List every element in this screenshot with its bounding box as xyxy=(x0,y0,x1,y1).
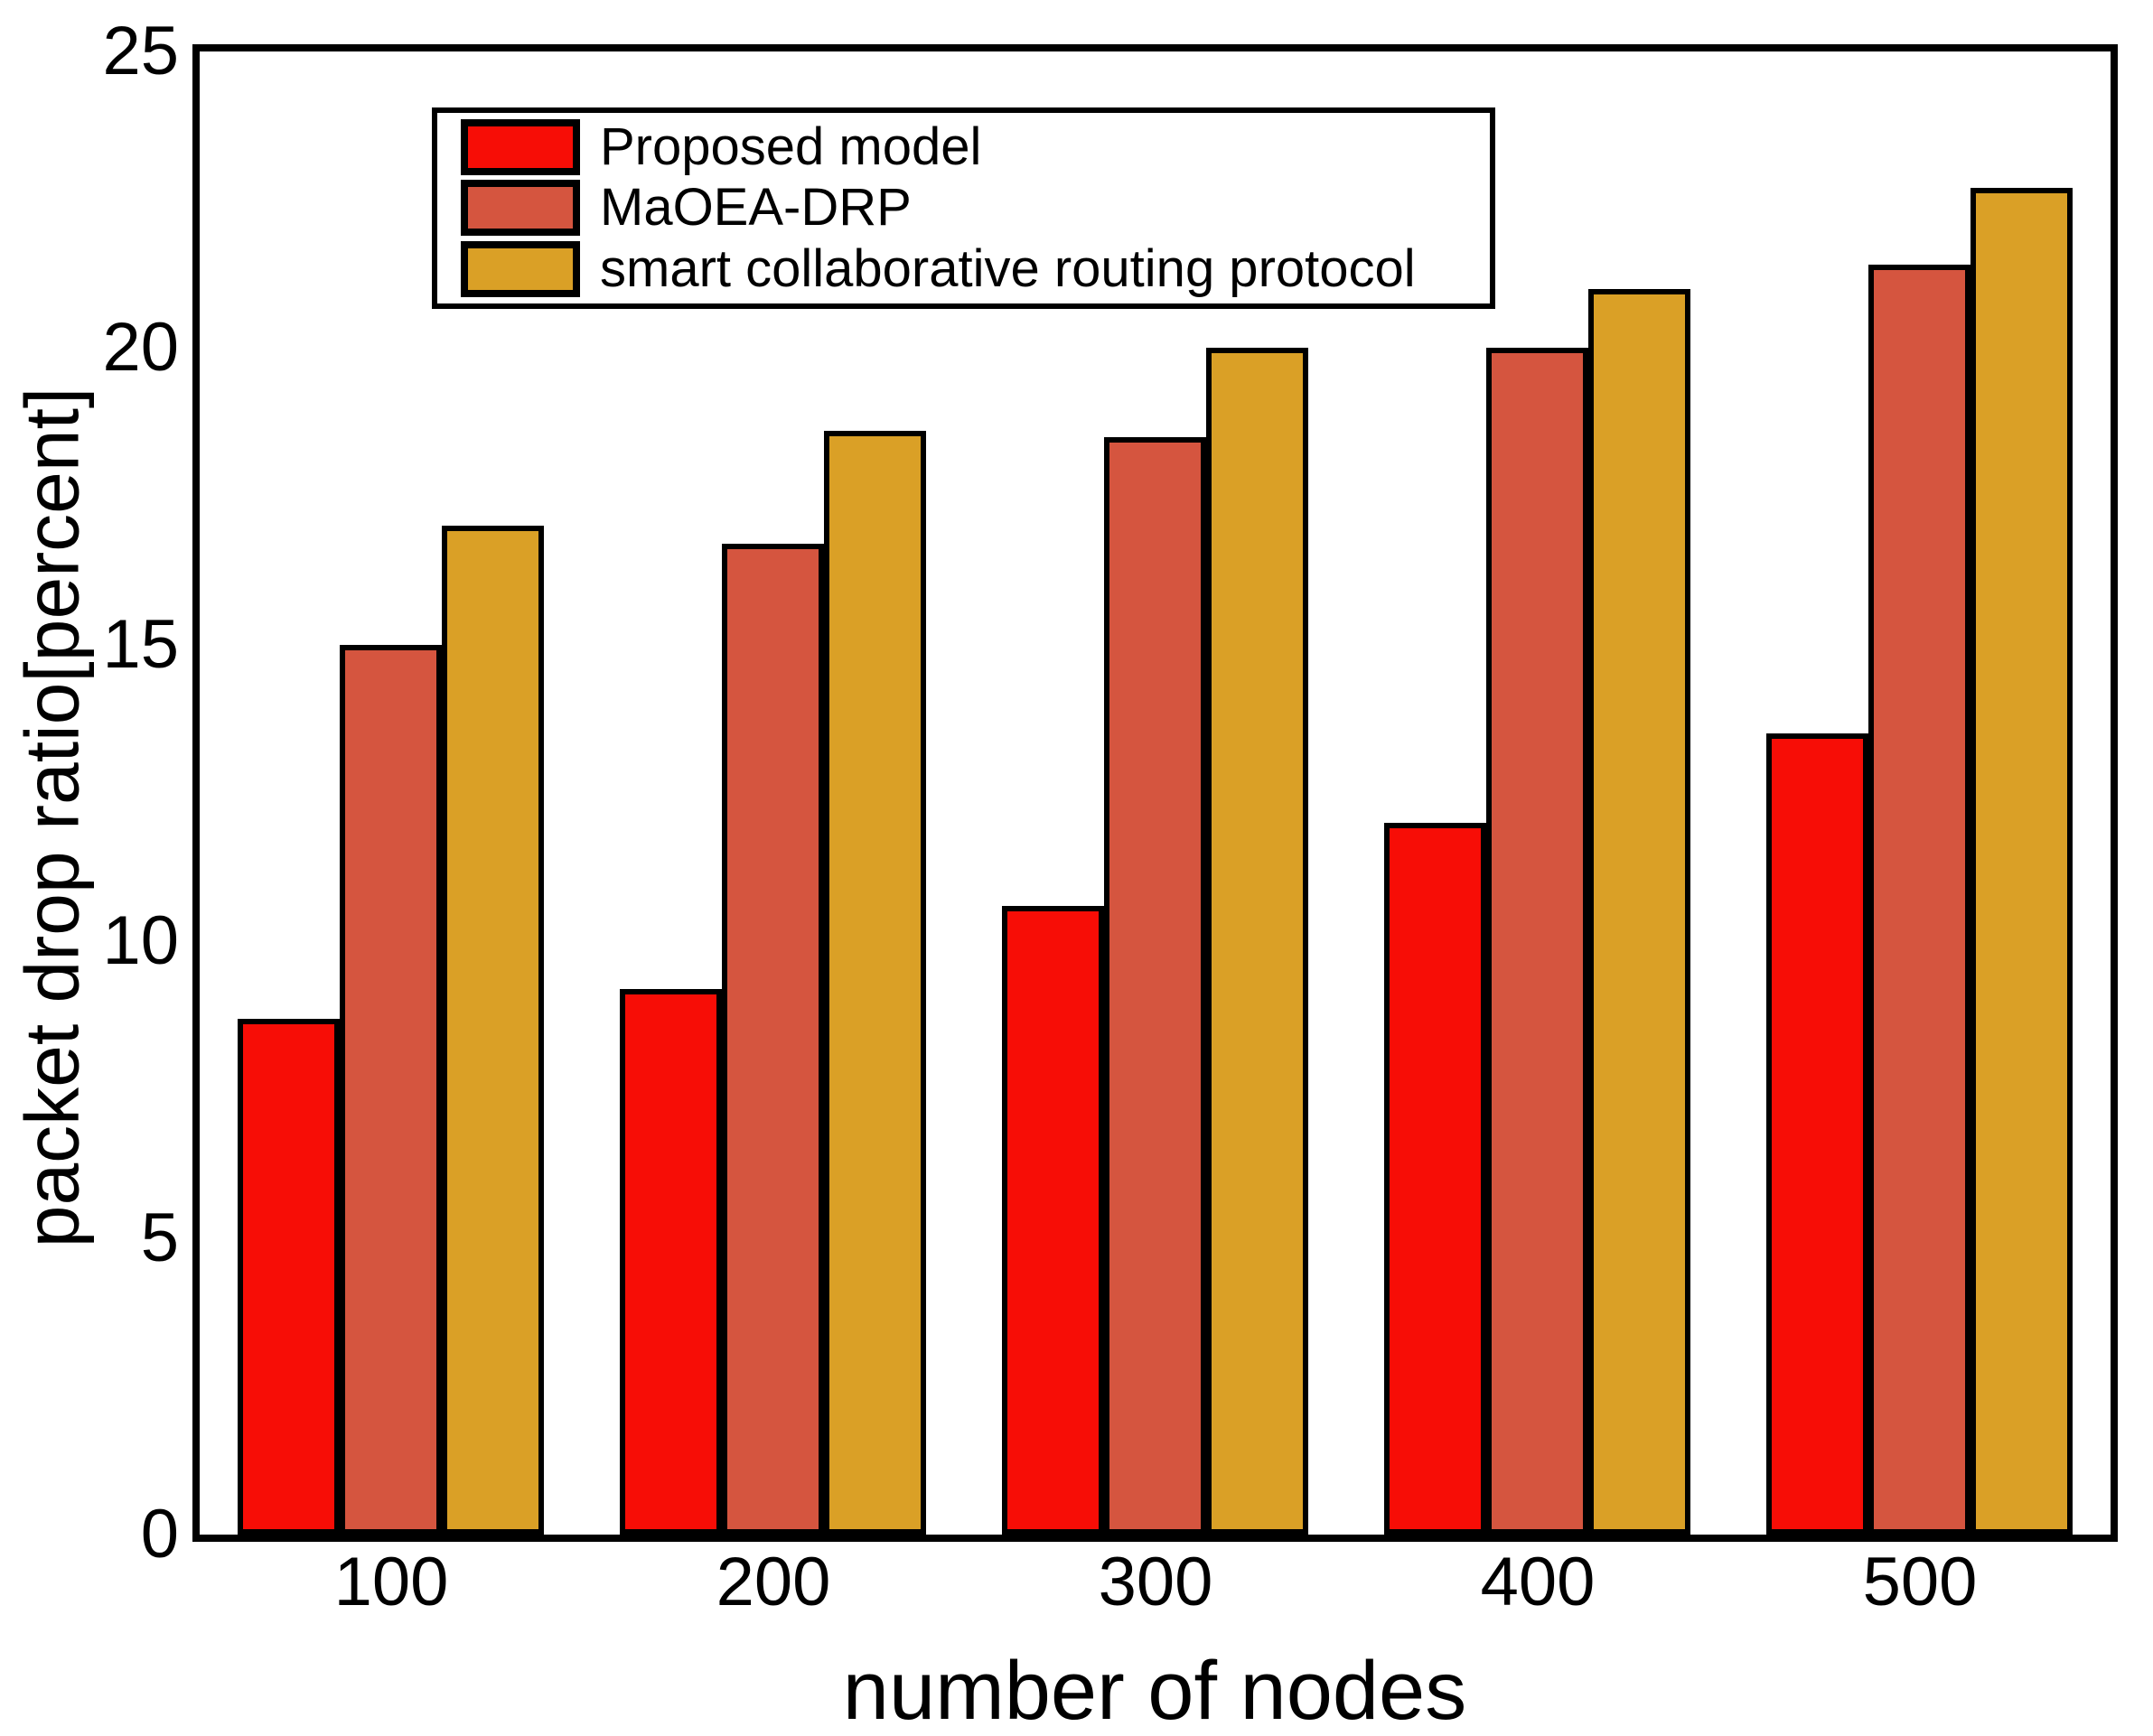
bar-200-series-2 xyxy=(824,431,926,1535)
bar-400-series-2 xyxy=(1588,289,1690,1535)
x-tick-label-200: 200 xyxy=(716,1544,831,1620)
y-tick-label-20: 20 xyxy=(102,309,179,386)
bar-400-series-1 xyxy=(1486,348,1588,1535)
legend-item-0: Proposed model xyxy=(461,117,1490,176)
y-tick-label-25: 25 xyxy=(102,13,179,89)
x-tick-label-100: 100 xyxy=(333,1544,449,1620)
legend-label: MaOEA-DRP xyxy=(600,178,912,238)
x-tick-label-400: 400 xyxy=(1480,1544,1596,1620)
legend-item-1: MaOEA-DRP xyxy=(461,178,1490,238)
bar-400-series-0 xyxy=(1384,823,1486,1535)
legend-label: Proposed model xyxy=(600,117,982,176)
y-tick-label-10: 10 xyxy=(102,902,179,979)
y-tick-label-15: 15 xyxy=(102,606,179,683)
x-axis-title: number of nodes xyxy=(842,1645,1467,1736)
x-tick-label-500: 500 xyxy=(1862,1544,1978,1620)
bar-300-series-2 xyxy=(1206,348,1308,1535)
bar-300-series-0 xyxy=(1002,906,1104,1535)
y-axis-title: packet drop ratio[percent] xyxy=(9,387,95,1248)
bar-100-series-1 xyxy=(340,645,442,1535)
legend-swatch-icon xyxy=(461,180,580,237)
bar-500-series-0 xyxy=(1766,733,1868,1535)
bar-500-series-2 xyxy=(1970,188,2073,1535)
legend: Proposed model MaOEA-DRP smart collaborati… xyxy=(432,107,1495,309)
bar-500-series-1 xyxy=(1868,265,1970,1535)
bar-100-series-0 xyxy=(238,1019,340,1535)
bar-100-series-2 xyxy=(442,526,544,1535)
x-tick-label-300: 300 xyxy=(1098,1544,1213,1620)
legend-label: smart collaborative routing protocol xyxy=(600,239,1416,299)
y-tick-label-5: 5 xyxy=(140,1199,179,1276)
bar-200-series-1 xyxy=(722,544,824,1535)
bar-300-series-1 xyxy=(1104,437,1206,1535)
bar-200-series-0 xyxy=(620,989,722,1535)
legend-item-2: smart collaborative routing protocol xyxy=(461,239,1490,299)
y-tick-label-0: 0 xyxy=(140,1496,179,1573)
legend-swatch-icon xyxy=(461,118,580,175)
legend-swatch-icon xyxy=(461,241,580,298)
